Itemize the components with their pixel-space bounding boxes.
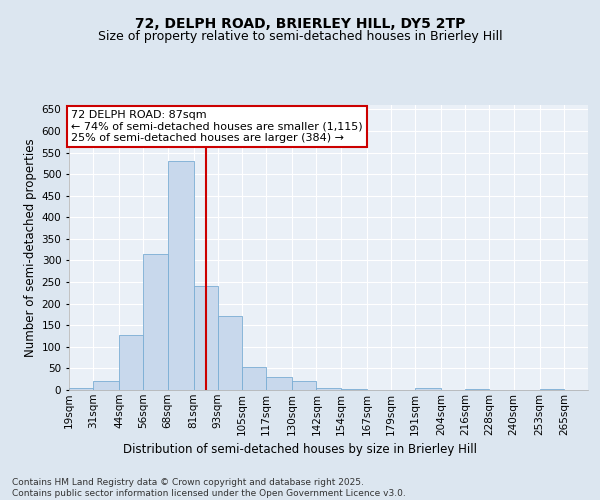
Text: Size of property relative to semi-detached houses in Brierley Hill: Size of property relative to semi-detach… [98,30,502,43]
Bar [218,316,242,390]
Bar [465,388,490,390]
Bar [93,382,119,390]
Bar [341,388,367,390]
Bar [540,389,564,390]
Bar [119,334,143,390]
Text: 72 DELPH ROAD: 87sqm
← 74% of semi-detached houses are smaller (1,115)
25% of se: 72 DELPH ROAD: 87sqm ← 74% of semi-detac… [71,110,362,144]
Bar [143,254,167,390]
Text: 72, DELPH ROAD, BRIERLEY HILL, DY5 2TP: 72, DELPH ROAD, BRIERLEY HILL, DY5 2TP [135,18,465,32]
Bar [167,161,194,390]
Bar [242,367,266,390]
Text: Contains HM Land Registry data © Crown copyright and database right 2025.
Contai: Contains HM Land Registry data © Crown c… [12,478,406,498]
Text: Distribution of semi-detached houses by size in Brierley Hill: Distribution of semi-detached houses by … [123,442,477,456]
Bar [415,388,441,390]
Bar [194,286,218,390]
Bar [292,382,316,390]
Bar [69,388,93,390]
Y-axis label: Number of semi-detached properties: Number of semi-detached properties [25,138,37,357]
Bar [316,388,341,390]
Bar [266,377,292,390]
